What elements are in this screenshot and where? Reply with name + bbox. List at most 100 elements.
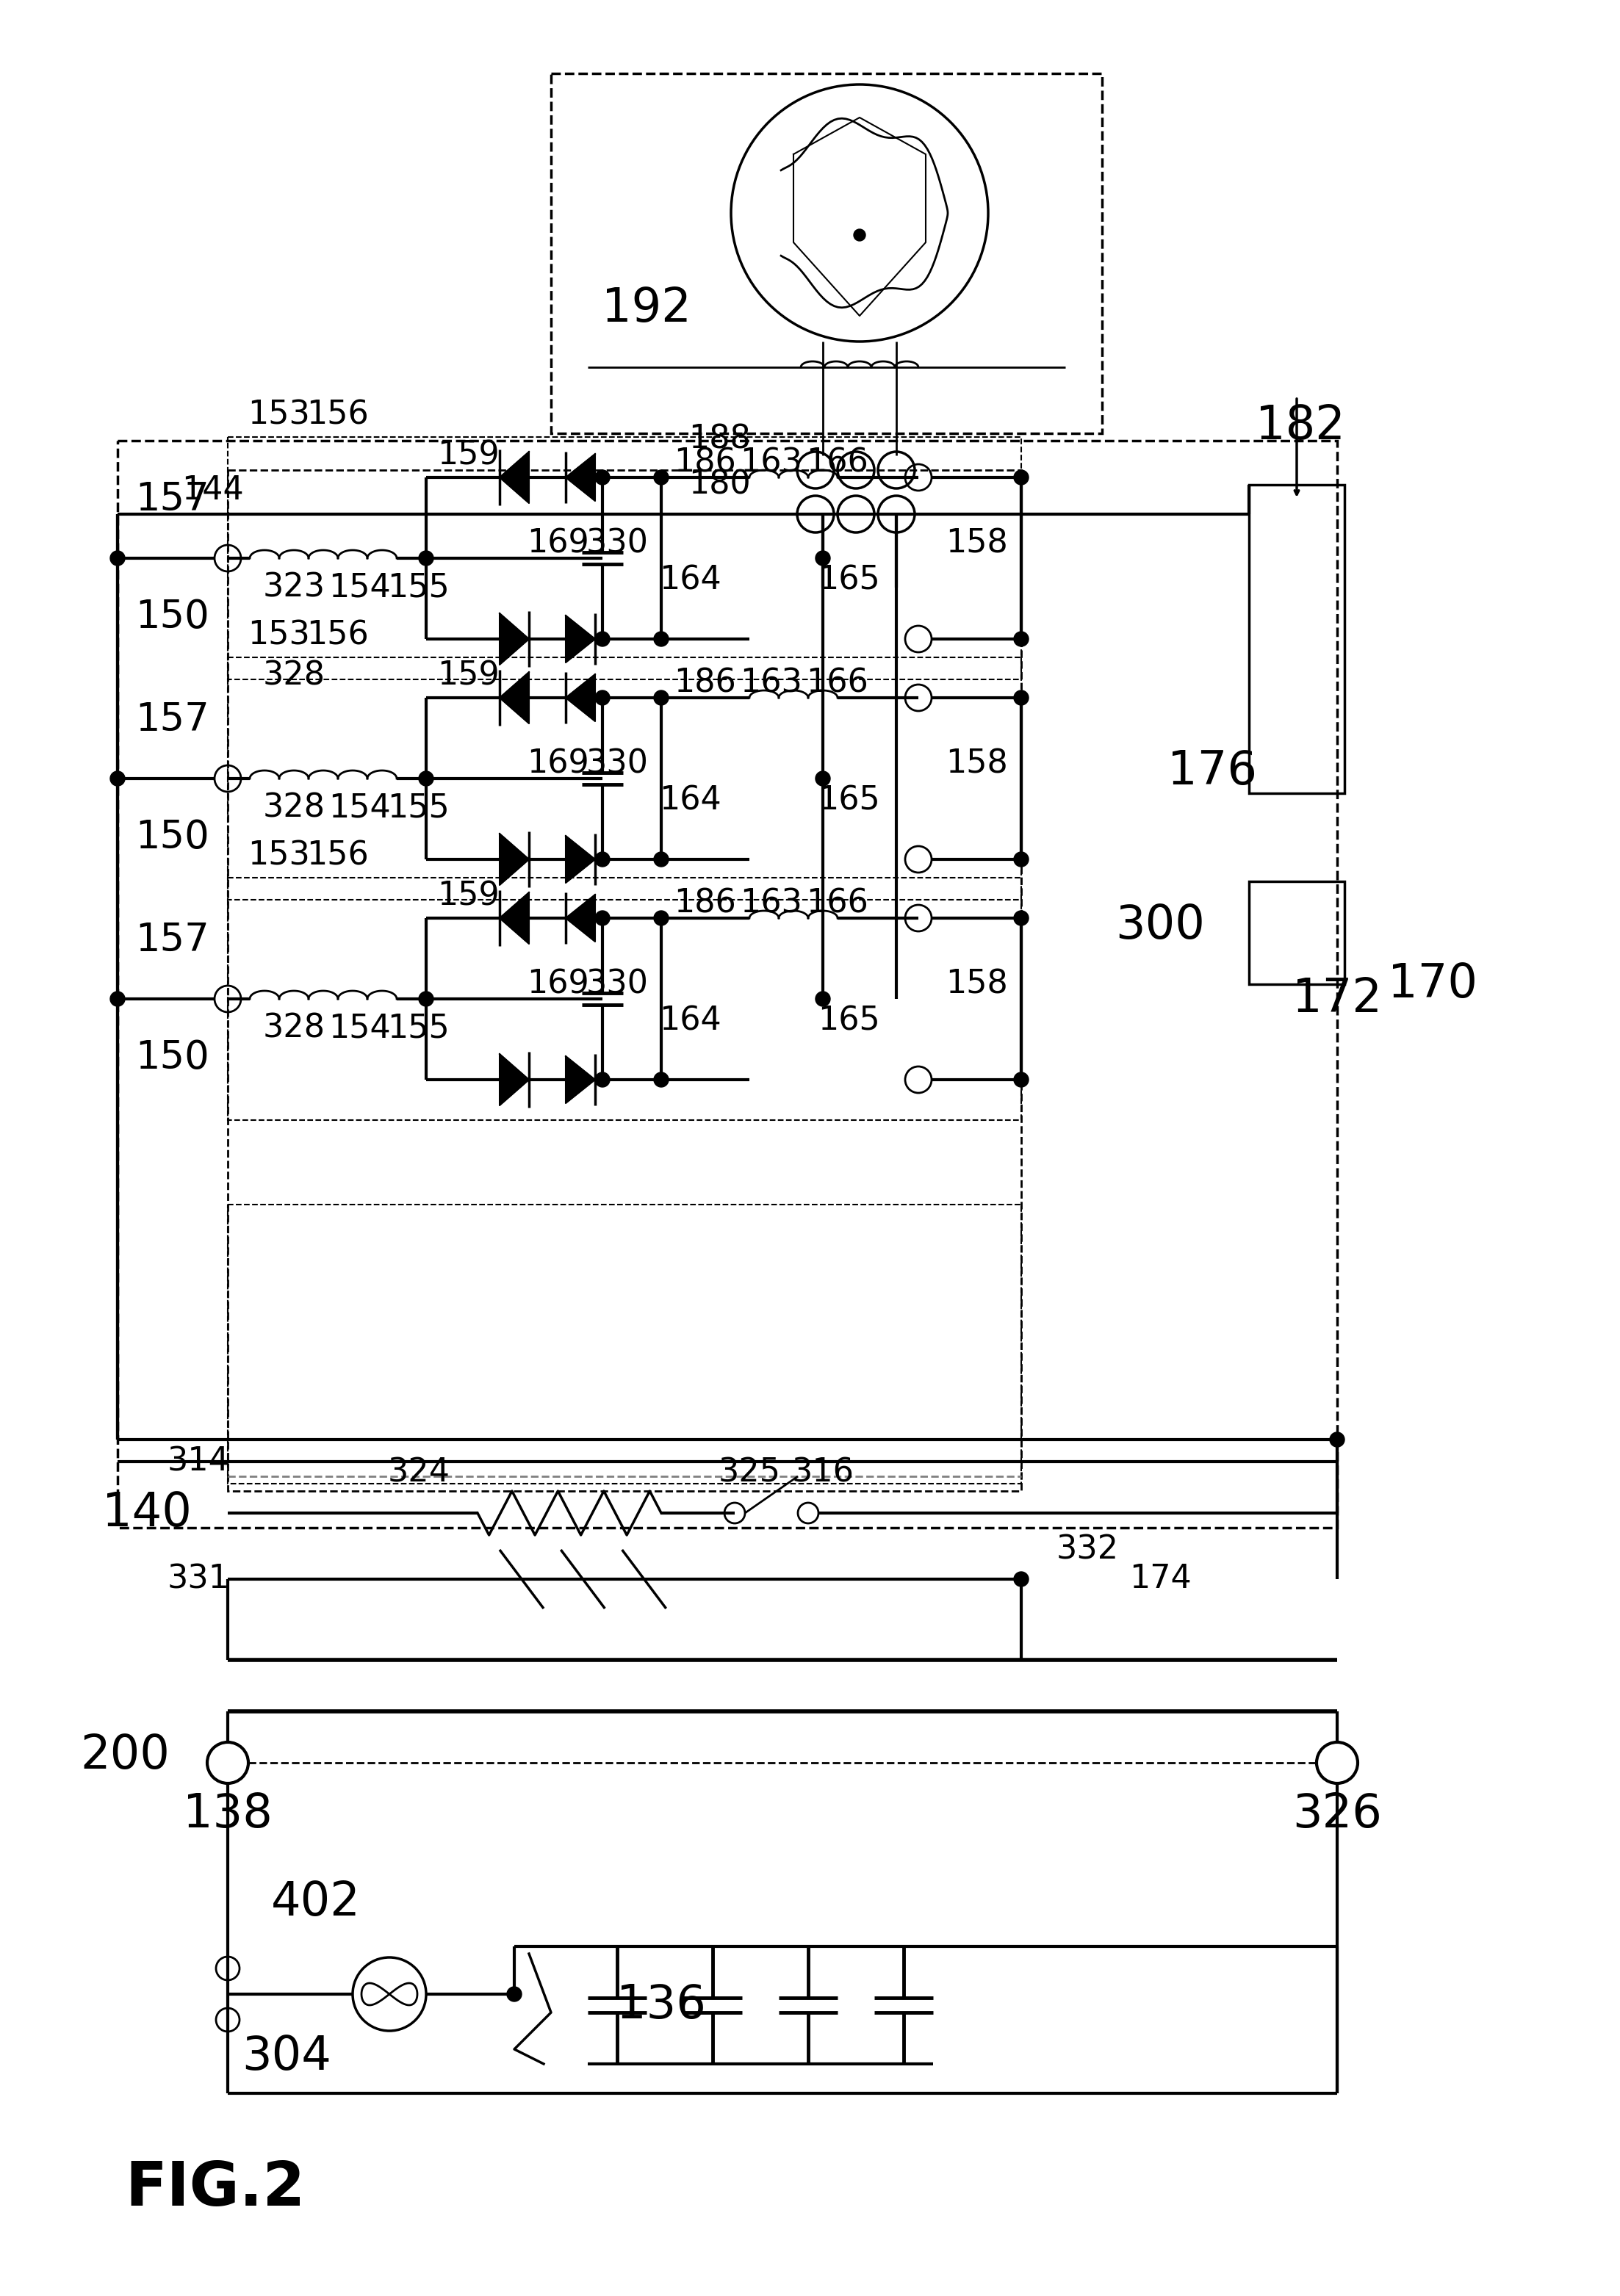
Text: 140: 140 (102, 1490, 191, 1536)
Circle shape (110, 551, 125, 565)
Text: 328: 328 (262, 659, 326, 691)
Text: 165: 165 (818, 1006, 880, 1038)
Text: 166: 166 (807, 448, 868, 478)
Text: 192: 192 (601, 285, 692, 331)
Text: 324: 324 (387, 1458, 450, 1488)
Circle shape (1014, 1573, 1029, 1587)
Text: 138: 138 (183, 1791, 272, 1837)
Text: 186: 186 (674, 448, 737, 478)
Text: 150: 150 (136, 597, 209, 636)
Text: 153: 153 (248, 840, 311, 872)
Circle shape (1014, 912, 1029, 925)
Text: 158: 158 (946, 528, 1008, 560)
Bar (1249, 882, 1345, 985)
Circle shape (595, 691, 609, 705)
Text: 180: 180 (688, 468, 752, 501)
Text: 157: 157 (136, 700, 209, 739)
Text: 174: 174 (1129, 1564, 1192, 1596)
Text: 144: 144 (181, 475, 245, 507)
Text: 328: 328 (262, 792, 326, 824)
Text: 328: 328 (262, 1013, 326, 1045)
Text: 154: 154 (329, 572, 390, 604)
Circle shape (420, 771, 434, 785)
Text: 330: 330 (586, 969, 648, 1001)
Text: 169: 169 (526, 969, 590, 1001)
Circle shape (654, 852, 669, 866)
Polygon shape (565, 615, 595, 664)
Polygon shape (565, 675, 595, 721)
Circle shape (595, 471, 609, 484)
Text: 157: 157 (136, 480, 209, 519)
Text: 164: 164 (659, 785, 723, 817)
Circle shape (595, 631, 609, 647)
Text: 150: 150 (136, 817, 209, 856)
Text: 172: 172 (1293, 976, 1382, 1022)
Text: 186: 186 (674, 889, 737, 918)
Bar (1249, 484, 1345, 792)
Circle shape (1014, 631, 1029, 647)
Text: 159: 159 (437, 879, 501, 912)
Text: 163: 163 (740, 668, 802, 698)
Circle shape (420, 551, 434, 565)
Text: 402: 402 (271, 1880, 361, 1924)
Text: 332: 332 (1056, 1534, 1119, 1566)
Polygon shape (565, 1056, 595, 1102)
Circle shape (595, 852, 609, 866)
Text: 157: 157 (136, 921, 209, 960)
Circle shape (815, 551, 829, 565)
Text: 156: 156 (306, 840, 369, 872)
Text: 156: 156 (306, 400, 369, 432)
Circle shape (815, 992, 829, 1006)
Bar (228, 1205, 1021, 1483)
Text: 156: 156 (306, 620, 369, 652)
Polygon shape (499, 452, 530, 503)
Text: 159: 159 (437, 439, 501, 471)
Circle shape (654, 912, 669, 925)
Text: 326: 326 (1293, 1791, 1382, 1837)
Polygon shape (499, 893, 530, 944)
Text: 154: 154 (329, 792, 390, 824)
Text: 163: 163 (740, 889, 802, 918)
Text: 300: 300 (1115, 902, 1205, 948)
Text: 166: 166 (807, 889, 868, 918)
Text: 158: 158 (946, 969, 1008, 1001)
Text: 331: 331 (167, 1564, 230, 1596)
Polygon shape (565, 895, 595, 941)
Text: 330: 330 (586, 748, 648, 781)
Text: 136: 136 (617, 1981, 706, 2027)
Text: 165: 165 (818, 565, 880, 597)
Text: 155: 155 (387, 572, 450, 604)
Circle shape (1014, 1072, 1029, 1086)
Text: 150: 150 (136, 1038, 209, 1077)
Bar (118, 441, 1336, 1527)
Circle shape (110, 771, 125, 785)
Text: 154: 154 (329, 1013, 390, 1045)
Text: 163: 163 (740, 448, 802, 478)
Circle shape (1014, 691, 1029, 705)
Circle shape (815, 771, 829, 785)
Text: 155: 155 (387, 1013, 450, 1045)
Text: 188: 188 (688, 422, 752, 455)
Text: 155: 155 (387, 792, 450, 824)
Text: 304: 304 (241, 2034, 332, 2080)
Circle shape (595, 912, 609, 925)
Text: 165: 165 (818, 785, 880, 817)
Polygon shape (565, 455, 595, 501)
Text: 325: 325 (718, 1458, 781, 1488)
Circle shape (507, 1986, 522, 2002)
Text: 186: 186 (674, 668, 737, 698)
Text: 170: 170 (1388, 962, 1477, 1008)
Text: 314: 314 (167, 1446, 230, 1476)
Bar (228, 657, 1021, 900)
Text: 182: 182 (1256, 404, 1345, 448)
Circle shape (1014, 471, 1029, 484)
Bar (228, 877, 1021, 1120)
Text: 159: 159 (437, 659, 501, 691)
Text: FIG.2: FIG.2 (125, 2158, 305, 2218)
Bar (551, 73, 1102, 434)
Circle shape (110, 992, 125, 1006)
Polygon shape (499, 673, 530, 723)
Circle shape (595, 1072, 609, 1086)
Polygon shape (565, 836, 595, 884)
Circle shape (654, 631, 669, 647)
